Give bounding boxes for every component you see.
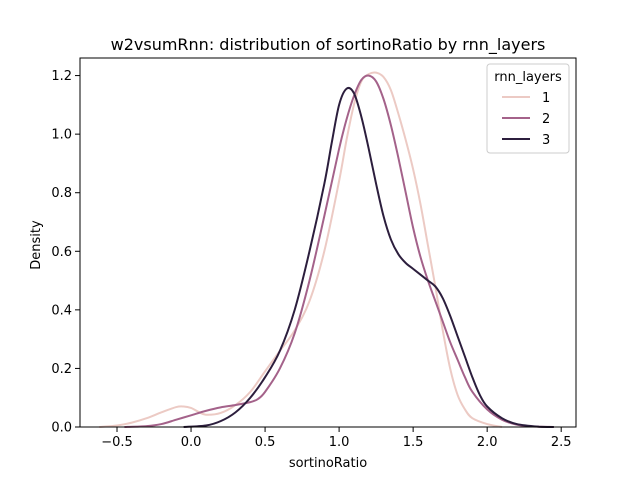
x-tick-label: 2.5 — [551, 435, 572, 450]
legend-label-2: 2 — [542, 112, 550, 127]
series-line-1 — [99, 71, 503, 428]
x-tick-label: 1.5 — [403, 435, 424, 450]
y-tick-label: 0.4 — [51, 303, 72, 318]
x-tick-label: 0.5 — [255, 435, 276, 450]
y-axis-label: Density — [29, 220, 44, 270]
x-tick-label: 1.0 — [329, 435, 350, 450]
x-tick-label: 0.0 — [181, 435, 202, 450]
x-axis-label: sortinoRatio — [289, 456, 367, 471]
y-tick-label: 1.2 — [51, 69, 72, 84]
legend-title: rnn_layers — [494, 70, 562, 85]
legend-label-3: 3 — [542, 133, 550, 148]
series-line-2 — [124, 74, 554, 428]
y-tick-label: 1.0 — [51, 128, 72, 143]
plot-frame — [79, 57, 577, 428]
legend-box — [486, 63, 570, 154]
legend-entries: 1 2 3 — [502, 91, 550, 148]
y-tick-label: 0.8 — [51, 186, 72, 201]
series-group — [99, 71, 554, 428]
chart-title: w2vsumRnn: distribution of sortinoRatio … — [111, 35, 546, 55]
y-tick-label: 0.0 — [51, 421, 72, 436]
x-tick-label: 2.0 — [477, 435, 498, 450]
legend: rnn_layers 1 2 3 — [486, 63, 570, 154]
y-tick-label: 0.2 — [51, 362, 72, 377]
y-axis: 0.0 0.2 0.4 0.6 0.8 1.0 1.2 — [51, 69, 80, 436]
legend-label-1: 1 — [542, 91, 550, 106]
x-tick-label: −0.5 — [101, 435, 133, 450]
y-tick-label: 0.6 — [51, 245, 72, 260]
series-line-3 — [183, 86, 554, 428]
x-axis: −0.5 0.0 0.5 1.0 1.5 2.0 2.5 — [101, 427, 572, 450]
